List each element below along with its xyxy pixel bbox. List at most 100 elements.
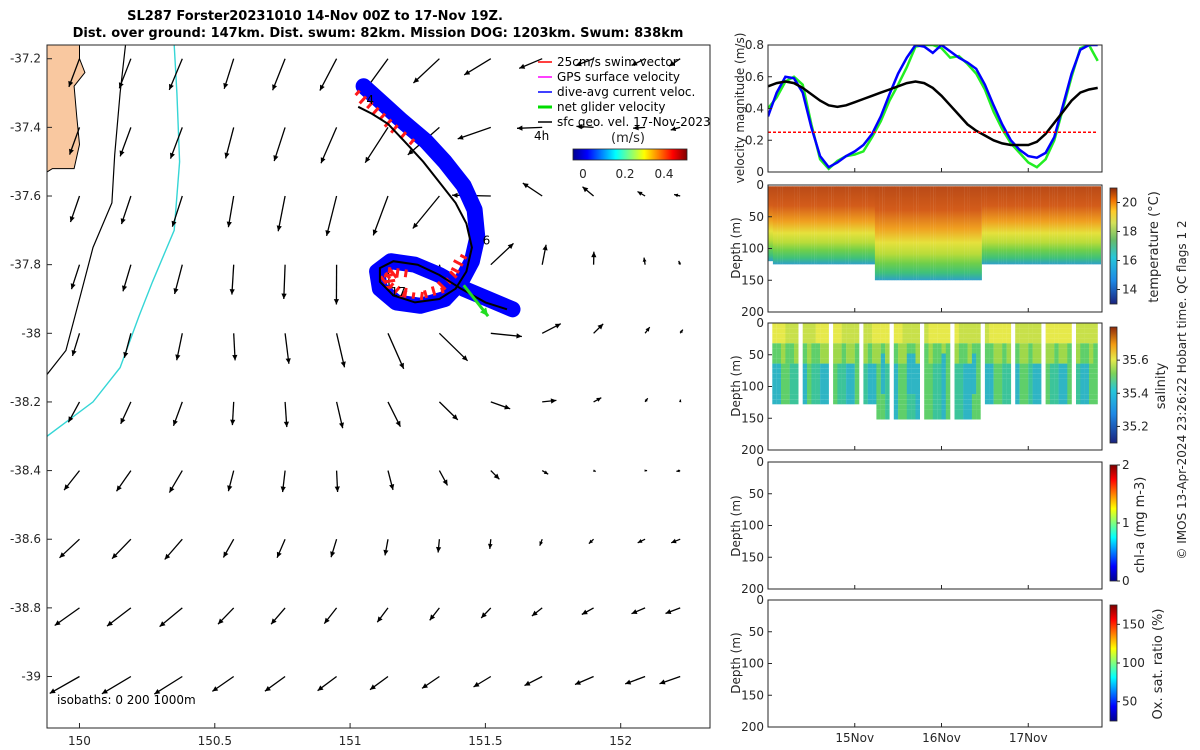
salinity-cell xyxy=(1023,378,1029,384)
salinity-cell xyxy=(1063,373,1068,379)
salinity-cell xyxy=(898,378,903,384)
salinity-cell xyxy=(802,378,808,384)
salinity-cell xyxy=(850,323,855,329)
salinity-cell xyxy=(811,373,816,379)
salinity-cell xyxy=(989,363,994,369)
salinity-cell xyxy=(811,378,816,384)
salinity-cell xyxy=(854,343,860,349)
salinity-cell xyxy=(915,378,920,384)
salinity-cell xyxy=(863,399,868,405)
salinity-cell xyxy=(1076,343,1081,349)
sfc-geo-arrow xyxy=(387,333,405,370)
salinity-cell xyxy=(945,384,951,390)
salinity-cell xyxy=(945,343,951,349)
oxygen-ylabel: Depth (m) xyxy=(729,632,743,693)
colorbar-tick-label: 150 xyxy=(1122,617,1145,631)
salinity-cell xyxy=(794,373,799,379)
salinity-cell xyxy=(794,368,799,374)
salinity-cell xyxy=(1036,333,1042,339)
salinity-cell xyxy=(850,378,855,384)
salinity-cell xyxy=(1080,338,1085,344)
map-ytick-label: -38.6 xyxy=(10,532,41,546)
salinity-cell xyxy=(846,368,851,374)
salinity-cell xyxy=(781,328,786,334)
salinity-cell xyxy=(898,404,903,410)
temperature-profile xyxy=(913,186,917,281)
salinity-cell xyxy=(1002,399,1007,405)
salinity-cell xyxy=(924,328,929,334)
salinity-cell xyxy=(872,394,877,400)
salinity-cell xyxy=(967,333,972,339)
salinity-cell xyxy=(915,323,920,329)
salinity-cell xyxy=(1058,373,1064,379)
time-axis-ticks: 15Nov 16Nov 17Nov xyxy=(835,168,1048,745)
salinity-cell xyxy=(967,404,972,410)
salinity-cell xyxy=(1063,378,1068,384)
salinity-cell xyxy=(1002,353,1007,359)
salinity-cell xyxy=(954,394,959,400)
salinity-cell xyxy=(1063,343,1068,349)
temperature-profile xyxy=(991,186,995,265)
salinity-cell xyxy=(963,389,968,395)
salinity-cell xyxy=(872,338,877,344)
sfc-geo-arrowhead xyxy=(280,486,286,493)
salinity-cell xyxy=(841,384,847,390)
salinity-cell xyxy=(885,328,890,334)
salinity-cell xyxy=(1019,389,1025,395)
salinity-cell xyxy=(785,394,790,400)
salinity-cell xyxy=(954,328,959,334)
salinity-cell xyxy=(794,343,799,349)
salinity-cell xyxy=(1028,368,1033,374)
salinity-cell xyxy=(837,399,842,405)
salinity-cell xyxy=(1028,378,1033,384)
sfc-geo-arrowhead xyxy=(317,685,324,691)
salinity-cell xyxy=(971,414,977,420)
salinity-cell xyxy=(937,399,942,405)
sfc-geo-arrowhead xyxy=(281,293,287,299)
salinity-cell xyxy=(789,399,795,405)
salinity-cell xyxy=(958,358,964,364)
salinity-cell xyxy=(932,399,938,405)
salinity-cell xyxy=(993,353,999,359)
sfc-geo-arrowhead xyxy=(395,420,401,427)
track-day-label-6: 6 xyxy=(483,234,491,248)
depth-ytick-label: 200 xyxy=(741,582,764,596)
temperature-profile xyxy=(1052,186,1055,265)
salinity-cell xyxy=(846,373,851,379)
salinity-cell xyxy=(820,394,825,400)
sfc-geo-arrowhead xyxy=(69,148,74,155)
swim-vector xyxy=(387,266,392,274)
salinity-cell xyxy=(880,363,886,369)
temperature-profile xyxy=(957,186,961,281)
sfc-geo-arrowhead xyxy=(173,288,179,294)
temperature-colorbar-label: temperature (°C) xyxy=(1147,191,1162,303)
salinity-cell xyxy=(993,323,999,329)
salinity-cell xyxy=(945,389,951,395)
salinity-cell xyxy=(1054,328,1059,334)
salinity-cell xyxy=(824,348,829,354)
swim-vector xyxy=(459,253,468,260)
salinity-cell xyxy=(1058,348,1064,354)
salinity-cell xyxy=(794,338,799,344)
salinity-cell xyxy=(911,333,916,339)
salinity-cell xyxy=(1015,373,1020,379)
salinity-cell xyxy=(820,373,825,379)
sfc-geo-arrowhead xyxy=(671,538,677,544)
salinity-cell xyxy=(1076,368,1081,374)
salinity-cell xyxy=(976,323,981,329)
sfc-geo-arrow xyxy=(438,332,469,362)
salinity-cell xyxy=(833,343,838,349)
salinity-cell xyxy=(785,399,790,405)
salinity-cell xyxy=(971,343,977,349)
salinity-cell xyxy=(772,343,777,349)
map-ytick-label: -39 xyxy=(21,670,41,684)
sfc-geo-arrowhead xyxy=(122,285,128,292)
salinity-cell xyxy=(789,373,795,379)
map-panel: 150 150.5 151 151.5 152-37.2-37.4-37.6-37.8-… xyxy=(10,44,711,748)
salinity-cell xyxy=(1032,328,1038,334)
salinity-cell xyxy=(846,348,851,354)
salinity-cell xyxy=(984,348,990,354)
salinity-cell xyxy=(1093,378,1098,384)
temperature-profile xyxy=(993,186,997,265)
salinity-cell xyxy=(898,399,903,405)
